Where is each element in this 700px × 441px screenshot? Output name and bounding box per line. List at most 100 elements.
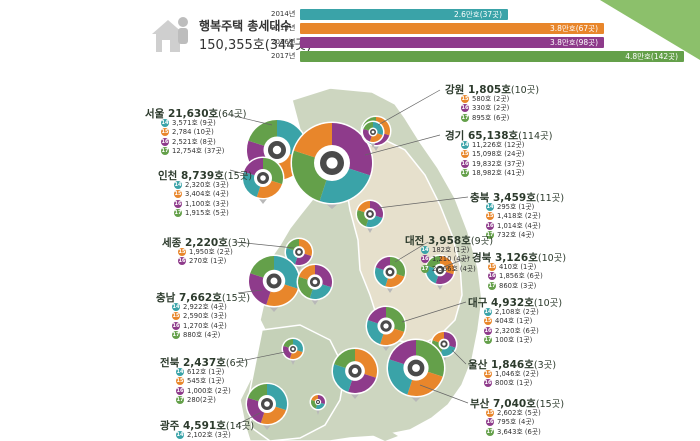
leader-line-7 [364,134,441,156]
region-count: (11곳) [535,193,565,204]
bar-year-1: 2015년 [271,24,296,32]
bar-year-0: 2014년 [271,10,296,18]
region-row-seoul-3: 17 12,754호 (37곳) [161,146,224,156]
row-value: 3,571호 (9곳) [172,119,216,127]
region-row-gangwon-0: 15 580호 (2곳) [461,95,509,104]
region-title: 광주 [160,420,180,432]
region-row-seoul-2: 16 2,521호 (8곳) [161,137,216,147]
row-value: 1,210 (4곳) [432,255,470,264]
year-badge: 15 [174,190,182,199]
region-count: (10곳) [533,298,563,309]
region-total: 8,739호 [180,170,224,182]
row-value: 2,320호 (3곳) [185,181,229,189]
year-badge: 15 [178,248,186,256]
region-row-chungbuk-0: 14 295호 (1곳) [486,203,534,212]
row-value: 860호 (3곳) [499,281,537,290]
region-total: 2,437호 [182,357,226,369]
region-name-ulsan: 울산 1,846호(3곳) [468,357,556,372]
pie-gwangju-1 [309,393,327,415]
year-badge: 14 [176,431,184,439]
row-value: 1,046호 (2곳) [495,370,539,378]
region-row-daegu-1: 15 404호 (1곳) [484,317,532,326]
year-badge: 17 [176,395,184,404]
row-value: 410호 (1곳) [499,263,537,271]
region-row-busan-1: 16 795호 (4곳) [486,418,534,427]
pie-gangwon-0 [361,120,385,148]
house-person-icon [152,17,188,52]
pie-daegu-0 [365,305,407,351]
row-value: 795호 (4곳) [497,418,535,427]
region-row-chungnam-0: 14 2,922호 (4곳) [172,303,227,312]
region-title: 경북 [472,252,492,264]
year-badge: 14 [174,181,182,189]
region-count: (15곳) [221,293,251,304]
region-row-daegu-0: 14 2,108호 (2곳) [484,308,539,317]
region-row-gyeongbuk-2: 17 860호 (3곳) [488,281,537,291]
region-name-gangwon: 강원 1,805호(10곳) [445,82,539,97]
year-badge: 16 [176,386,184,395]
pie-gyeongbuk-0 [424,254,456,290]
row-value: 800호 (1곳) [495,379,533,388]
year-badge: 16 [161,137,169,146]
pie-daejeon-0 [373,255,407,293]
row-value: 732호 (4곳) [497,230,535,239]
year-badge: 17 [172,330,180,339]
leader-line-5 [235,412,261,426]
region-total: 4,591호 [182,420,226,432]
region-row-ulsan-1: 16 800호 (1곳) [484,379,532,388]
year-badge: 15 [484,370,492,378]
year-badge: 14 [161,119,169,127]
row-value: 880호 (4곳) [183,330,221,339]
row-value: 1,856호 (6곳) [499,272,543,281]
region-name-incheon: 인천 8,739호(15곳) [158,168,252,183]
year-badge: 16 [172,321,180,330]
region-title: 강원 [445,84,465,96]
region-total: 3,459호 [492,192,536,204]
year-badge: 17 [484,335,492,344]
region-name-seoul: 서울 21,630호(64곳) [145,106,246,121]
region-row-seoul-0: 14 3,571호 (9곳) [161,119,216,128]
pie-hole-2 [371,130,375,134]
row-value: 1,000호 (2곳) [187,386,231,395]
pie-hole-2 [442,342,446,346]
leader-line-8 [377,196,469,209]
region-row-seoul-1: 15 2,784 (10곳) [161,128,214,137]
eastern-provinces [339,134,463,346]
region-row-busan-2: 17 3,643호 (6곳) [486,427,541,437]
year-badge: 14 [486,203,494,211]
pie-incheon-0 [241,156,285,204]
region-total: 1,846호 [490,359,534,371]
pie-hole-2 [260,175,266,181]
year-badge: 15 [484,317,492,326]
region-row-ulsan-0: 15 1,046호 (2곳) [484,370,539,379]
row-value: 1,915호 (5곳) [185,208,229,217]
pie-ulsan-0 [430,330,458,362]
region-count: (3곳) [227,238,251,249]
region-row-gangwon-1: 16 330호 (2곳) [461,104,509,113]
leader-line-3 [237,289,263,294]
region-count: (3곳) [533,360,557,371]
bar-label-3: 4.8만호(142곳) [625,52,678,61]
region-name-jeonbuk: 전북 2,437호(6곳) [160,355,248,370]
row-value: 2,922호 (4곳) [183,303,227,311]
region-title: 충북 [470,192,490,204]
year-badge: 16 [486,221,494,230]
region-row-chungnam-1: 15 2,590호 (3곳) [172,312,227,321]
pie-gyeonggi-0 [290,121,374,209]
row-value: 295호 (1곳) [497,203,535,211]
pie-hole-2 [351,367,359,375]
bar-2: 3.8만호(98곳) [300,37,604,48]
region-total: 7,662호 [178,292,222,304]
region-title: 서울 [145,108,165,120]
region-name-chungnam: 충남 7,662호(15곳) [156,290,250,305]
row-value: 2,102호 (3곳) [187,431,231,439]
row-value: 19,832호 (37곳) [472,159,525,168]
region-title: 경기 [445,130,465,142]
region-total: 1,805호 [467,84,511,96]
row-value: 2,566호 (4곳) [432,264,476,273]
region-row-daejeon-0: 14 182호 (1곳) [421,246,469,255]
region-row-incheon-0: 14 2,320호 (3곳) [174,181,229,190]
region-row-incheon-1: 15 3,404호 (4곳) [174,190,229,199]
region-row-jeonbuk-3: 17 280(2곳) [176,395,216,405]
